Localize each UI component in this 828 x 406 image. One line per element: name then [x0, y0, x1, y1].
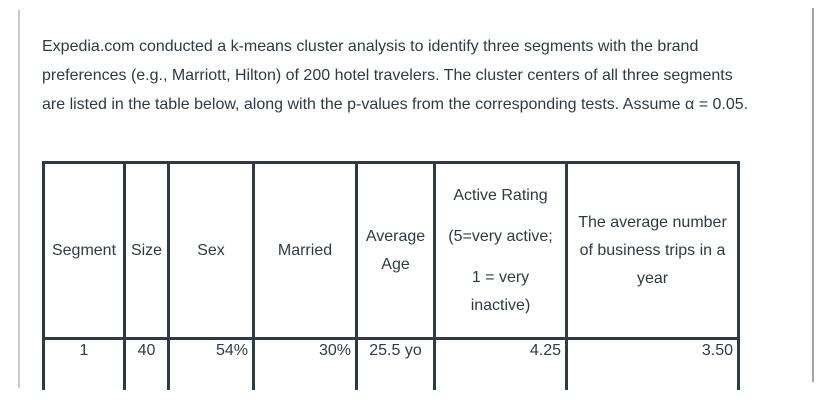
table-header-row: Segment Size Sex Married Average Age Act…	[42, 161, 740, 340]
active-rating-scale-high: (5=very active;	[448, 227, 553, 245]
col-header-segment: Segment	[42, 161, 126, 340]
cell-segment: 1	[42, 337, 126, 390]
col-header-average-age: Average Age	[355, 161, 436, 340]
cell-average-age: 25.5 yo	[355, 337, 436, 390]
col-header-married: Married	[252, 161, 358, 340]
right-border-rule	[812, 8, 814, 382]
active-rating-title: Active Rating	[453, 186, 548, 204]
cluster-centers-table: Segment Size Sex Married Average Age Act…	[42, 161, 740, 390]
col-header-sex: Sex	[167, 161, 255, 340]
cluster-table-container: Segment Size Sex Married Average Age Act…	[42, 161, 747, 390]
cell-active-rating: 4.25	[433, 337, 568, 390]
cell-size: 40	[123, 337, 170, 390]
question-text: Expedia.com conducted a k-means cluster …	[42, 38, 749, 113]
col-header-size: Size	[123, 161, 170, 340]
left-border-rule	[18, 10, 20, 388]
col-header-active-rating: Active Rating (5=very active; 1 = very i…	[433, 161, 568, 340]
cell-business-trips: 3.50	[565, 337, 740, 390]
table-row-segment-1: 1 40 54% 30% 25.5 yo 4.25 3.50	[42, 337, 740, 390]
active-rating-scale-low: 1 = very inactive)	[470, 268, 531, 314]
cell-sex: 54%	[167, 337, 255, 390]
cell-married: 30%	[252, 337, 358, 390]
col-header-business-trips: The average number of business trips in …	[565, 161, 740, 340]
